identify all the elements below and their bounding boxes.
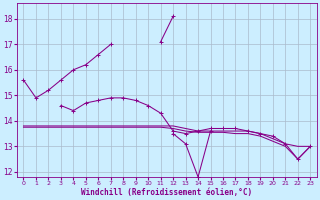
X-axis label: Windchill (Refroidissement éolien,°C): Windchill (Refroidissement éolien,°C) <box>81 188 252 197</box>
